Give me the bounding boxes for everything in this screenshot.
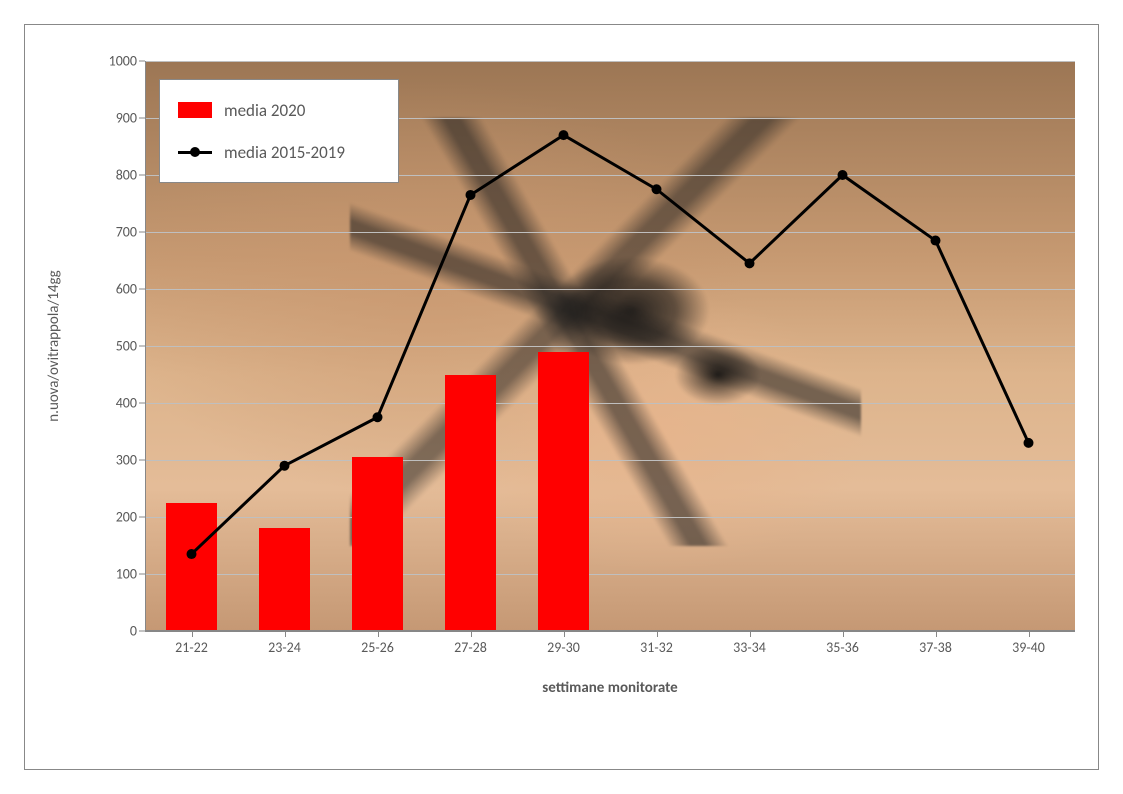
x-tick-label: 33-34 — [733, 631, 766, 656]
chart-panel: n.uova/ovitrappola/14gg 0100200300400500… — [24, 24, 1099, 770]
x-tick-label: 39-40 — [1012, 631, 1045, 656]
y-tick-label: 700 — [116, 224, 145, 241]
line-marker — [1024, 438, 1034, 448]
y-tick-label: 800 — [116, 167, 145, 184]
legend-label-line: media 2015-2019 — [224, 142, 345, 163]
line-marker — [373, 412, 383, 422]
x-tick-label: 29-30 — [547, 631, 580, 656]
outer-frame: n.uova/ovitrappola/14gg 0100200300400500… — [0, 0, 1123, 794]
y-tick-label: 500 — [116, 338, 145, 355]
x-tick-label: 23-24 — [268, 631, 301, 656]
x-tick-label: 27-28 — [454, 631, 487, 656]
y-axis-label: n.uova/ovitrappola/14gg — [45, 270, 63, 421]
y-tick-label: 400 — [116, 395, 145, 412]
x-tick-label: 37-38 — [919, 631, 952, 656]
line-marker — [931, 236, 941, 246]
line-marker — [559, 130, 569, 140]
plot-area: 01002003004005006007008009001000 21-2223… — [145, 61, 1075, 631]
line-marker — [280, 461, 290, 471]
line-marker — [466, 190, 476, 200]
x-axis-label: settimane monitorate — [542, 679, 677, 697]
legend-label-bar: media 2020 — [224, 100, 305, 121]
line-marker — [745, 258, 755, 268]
line-marker — [652, 184, 662, 194]
y-tick-label: 600 — [116, 281, 145, 298]
legend-swatch-bar — [178, 102, 212, 118]
y-tick-label: 100 — [116, 566, 145, 583]
legend-swatch-line — [178, 144, 212, 160]
legend: media 2020 media 2015-2019 — [159, 79, 399, 183]
legend-item-bar: media 2020 — [178, 94, 376, 126]
legend-item-line: media 2015-2019 — [178, 136, 376, 168]
x-tick-label: 35-36 — [826, 631, 859, 656]
y-tick-label: 200 — [116, 509, 145, 526]
x-tick-label: 25-26 — [361, 631, 394, 656]
y-tick-label: 1000 — [109, 53, 145, 70]
x-tick-label: 31-32 — [640, 631, 673, 656]
y-tick-label: 0 — [130, 623, 145, 640]
y-tick-label: 300 — [116, 452, 145, 469]
line-path — [192, 135, 1029, 554]
line-marker — [187, 549, 197, 559]
line-marker — [838, 170, 848, 180]
y-axis-line — [145, 61, 146, 631]
y-tick-label: 900 — [116, 110, 145, 127]
x-tick-label: 21-22 — [175, 631, 208, 656]
